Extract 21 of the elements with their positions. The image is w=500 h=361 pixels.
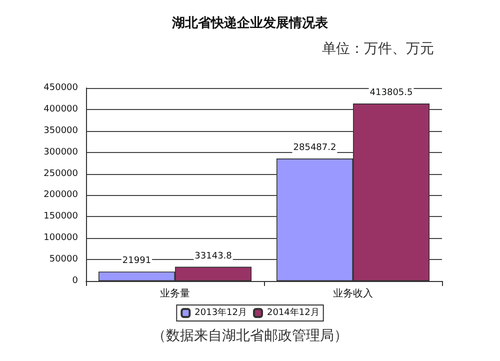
y-tick-label: 350000 (44, 126, 78, 136)
legend-label: 2013年12月 (194, 307, 248, 318)
text: （数据来自湖北省邮政管理局） (152, 328, 348, 344)
y-tick-label: 450000 (44, 83, 78, 93)
data-label: 285487.2 (293, 143, 336, 154)
y-tick-label: 0 (72, 276, 78, 286)
y-tick-label: 300000 (44, 147, 78, 158)
data-label: 413805.5 (370, 88, 413, 98)
y-tick-label: 150000 (44, 212, 78, 222)
text: 单位：万件、万元 (322, 41, 434, 57)
x-tick-label: 业务收入 (333, 288, 373, 300)
y-tick-label: 250000 (44, 168, 78, 179)
legend-label: 2014年12月 (267, 307, 320, 318)
y-tick-label: 200000 (44, 190, 78, 200)
y-tick-label: 50000 (49, 254, 78, 265)
data-label: 21991 (122, 256, 152, 266)
y-tick-label: 400000 (44, 104, 78, 114)
chart-title: 湖北省快递企业发展情况表 (171, 15, 329, 31)
data-label: 33143.8 (194, 251, 232, 262)
x-tick-label: 业务量 (160, 288, 190, 300)
y-tick-label: 100000 (44, 233, 78, 244)
